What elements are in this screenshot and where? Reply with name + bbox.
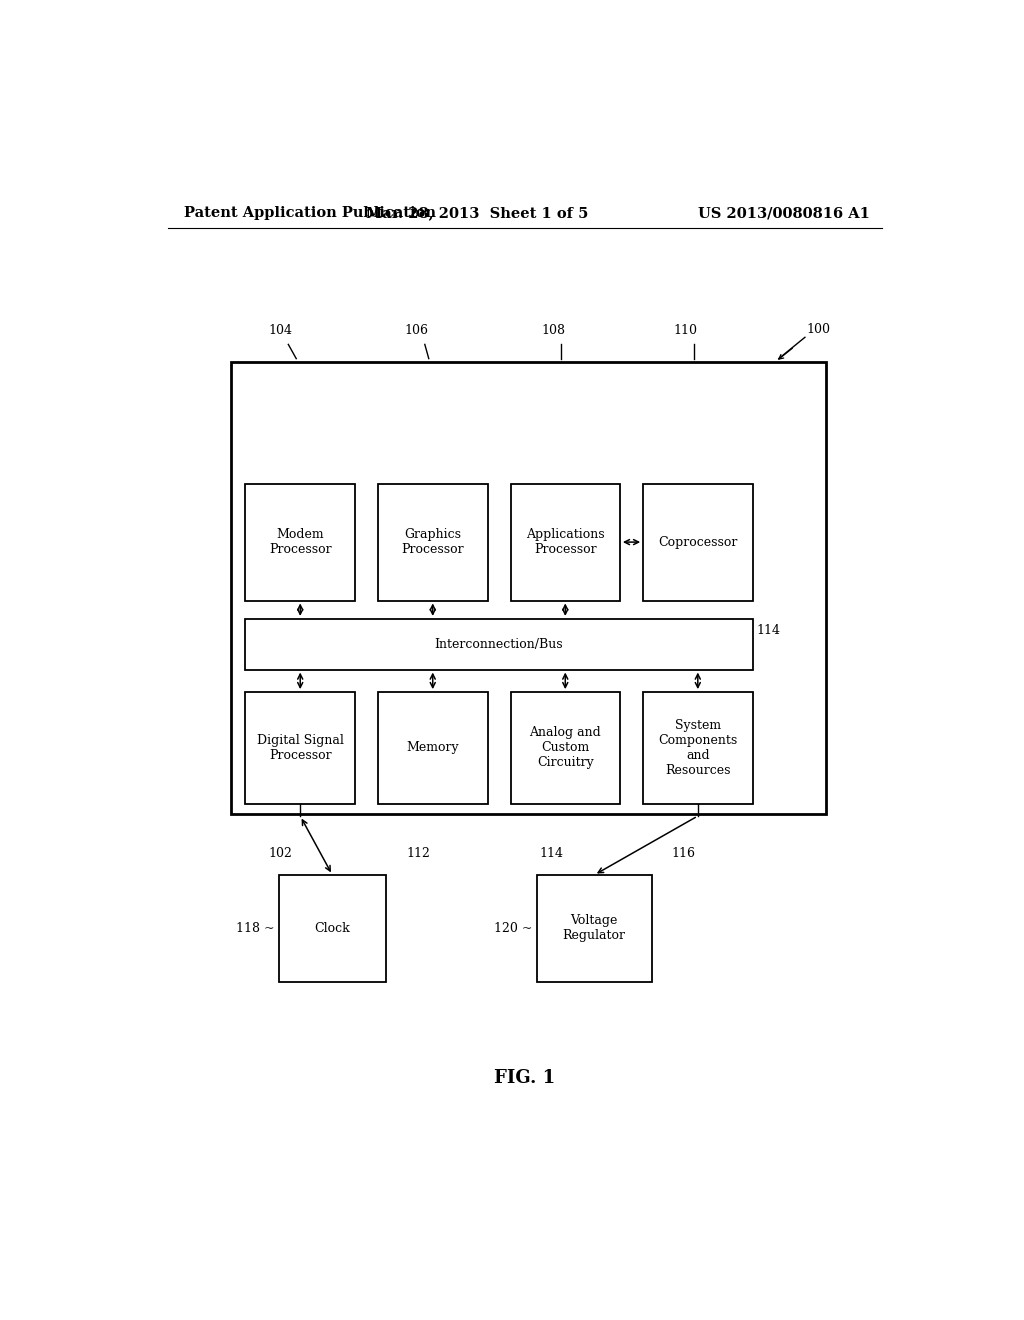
Text: FIG. 1: FIG. 1: [495, 1069, 555, 1088]
Text: Applications
Processor: Applications Processor: [526, 528, 604, 556]
Text: 110: 110: [674, 325, 698, 338]
Text: 102: 102: [268, 846, 292, 859]
Text: 118 ~: 118 ~: [237, 921, 274, 935]
Text: Memory: Memory: [407, 742, 459, 755]
Text: Mar. 28, 2013  Sheet 1 of 5: Mar. 28, 2013 Sheet 1 of 5: [366, 206, 589, 220]
Text: Patent Application Publication: Patent Application Publication: [183, 206, 435, 220]
Text: 114: 114: [757, 624, 780, 638]
Bar: [378, 483, 487, 601]
Text: System
Components
and
Resources: System Components and Resources: [658, 719, 737, 777]
Bar: [537, 875, 651, 982]
Text: 104: 104: [268, 325, 293, 338]
Text: 108: 108: [542, 325, 565, 338]
Bar: [246, 619, 753, 669]
Bar: [246, 483, 355, 601]
Bar: [378, 692, 487, 804]
Text: 106: 106: [404, 325, 429, 338]
Bar: [511, 483, 621, 601]
Text: 120 ~: 120 ~: [495, 921, 532, 935]
Text: Graphics
Processor: Graphics Processor: [401, 528, 464, 556]
Bar: [511, 692, 621, 804]
Text: US 2013/0080816 A1: US 2013/0080816 A1: [698, 206, 870, 220]
Text: Digital Signal
Processor: Digital Signal Processor: [257, 734, 344, 762]
Bar: [279, 875, 386, 982]
Text: Voltage
Regulator: Voltage Regulator: [563, 915, 626, 942]
Text: 116: 116: [672, 846, 695, 859]
Text: 112: 112: [407, 846, 430, 859]
Text: Analog and
Custom
Circuitry: Analog and Custom Circuitry: [529, 726, 601, 770]
Bar: [643, 692, 753, 804]
Text: Interconnection/Bus: Interconnection/Bus: [435, 638, 563, 651]
Text: Coprocessor: Coprocessor: [658, 536, 737, 549]
Text: Modem
Processor: Modem Processor: [269, 528, 332, 556]
Text: Clock: Clock: [314, 921, 350, 935]
Bar: [246, 692, 355, 804]
Text: 114: 114: [539, 846, 563, 859]
Bar: [643, 483, 753, 601]
Bar: [231, 362, 826, 814]
Text: 100: 100: [807, 323, 830, 337]
